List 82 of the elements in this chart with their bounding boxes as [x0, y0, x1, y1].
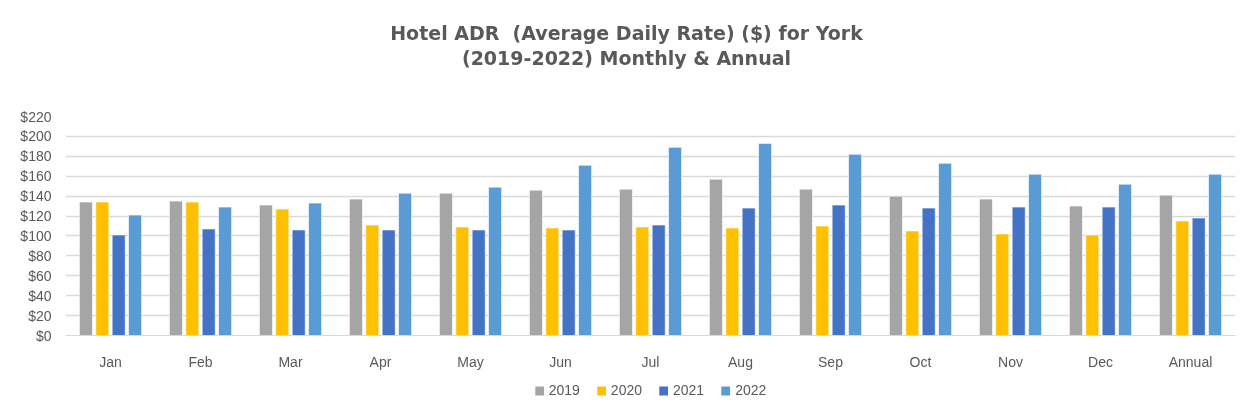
bar	[921, 207, 936, 336]
x-tick-label: Jun	[549, 353, 572, 370]
y-tick-label: $220	[20, 108, 52, 125]
bar	[619, 188, 633, 336]
y-tick-label: $200	[20, 128, 52, 145]
bar	[455, 226, 470, 336]
bar	[1011, 206, 1026, 336]
bar	[741, 207, 756, 336]
bar	[471, 229, 486, 336]
bar	[381, 229, 396, 336]
bar	[1191, 217, 1206, 336]
legend-label: 2019	[548, 382, 580, 398]
bar	[905, 230, 920, 336]
bar	[365, 224, 380, 336]
bar	[529, 189, 543, 336]
bar	[815, 225, 830, 336]
bar	[128, 214, 142, 336]
bar	[201, 228, 216, 336]
y-tick-label: $20	[28, 307, 52, 324]
y-tick-label: $140	[20, 188, 52, 205]
bar	[349, 198, 363, 336]
y-tick-label: $120	[20, 208, 52, 225]
bar	[758, 143, 772, 336]
bar	[308, 202, 322, 336]
bar	[635, 226, 650, 336]
x-tick-label: Aug	[728, 353, 753, 370]
bar	[275, 208, 290, 336]
chart-title: Hotel ADR (Average Daily Rate) ($) for York (2019-2022) Monthly & Annual	[389, 21, 864, 71]
bar	[1085, 234, 1100, 336]
bar	[488, 186, 502, 336]
bar	[111, 234, 126, 336]
bar	[668, 147, 682, 336]
x-tick-label: Sep	[818, 353, 844, 370]
legend-label: 2022	[735, 382, 767, 398]
bar	[259, 204, 273, 336]
y-tick-label: $60	[28, 267, 52, 284]
legend-label: 2021	[673, 382, 705, 398]
bar	[1159, 194, 1173, 336]
bar	[725, 227, 740, 336]
bar	[831, 204, 846, 336]
x-tick-label: Nov	[998, 353, 1023, 370]
bar	[848, 154, 862, 336]
bar	[1208, 173, 1222, 336]
y-tick-label: $160	[20, 168, 52, 185]
bar	[1069, 205, 1083, 336]
bar	[651, 224, 666, 336]
y-tick-label: $80	[28, 247, 52, 264]
y-tick-label: $100	[20, 227, 52, 244]
y-tick-label: $180	[20, 148, 52, 165]
bar	[889, 195, 903, 336]
x-tick-label: Oct	[909, 353, 932, 370]
bar	[1118, 183, 1132, 336]
bar	[291, 229, 306, 336]
bar	[218, 206, 232, 336]
bar	[938, 162, 952, 336]
x-tick-label: Mar	[278, 353, 303, 370]
bar	[709, 178, 723, 336]
bar	[185, 201, 200, 336]
bar	[995, 233, 1010, 336]
legend-label: 2020	[610, 382, 642, 398]
x-tick-label: Jan	[99, 353, 122, 370]
y-tick-label: $0	[35, 327, 52, 344]
bar	[1175, 220, 1190, 336]
x-tick-label: Annual	[1168, 353, 1213, 370]
bar	[1101, 206, 1116, 336]
y-tick-label: $40	[28, 287, 52, 304]
bar	[95, 201, 110, 336]
bar	[561, 229, 576, 336]
x-tick-label: Dec	[1088, 353, 1113, 370]
bar	[545, 227, 560, 336]
bar	[79, 201, 93, 336]
x-tick-label: May	[457, 353, 484, 370]
bar	[398, 192, 412, 336]
bar	[439, 192, 453, 336]
x-tick-label: Jul	[641, 353, 660, 370]
bar	[169, 200, 183, 336]
x-tick-label: Apr	[369, 353, 392, 370]
bar	[1028, 173, 1042, 336]
bar	[578, 164, 592, 336]
bar	[799, 188, 813, 336]
x-tick-label: Feb	[188, 353, 213, 370]
bar	[979, 198, 993, 336]
